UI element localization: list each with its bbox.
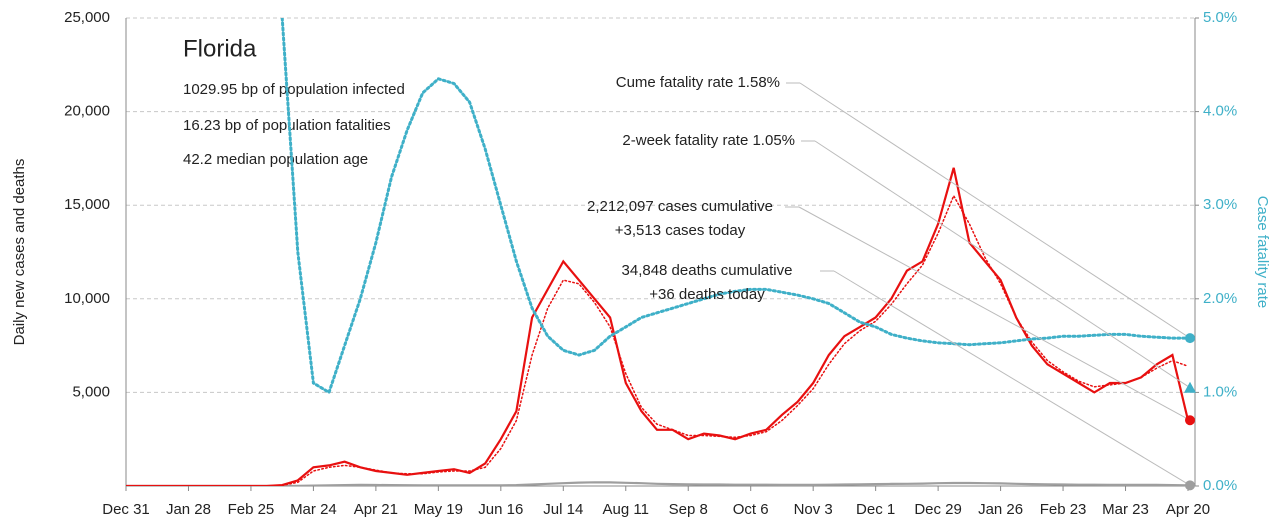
subtitle: 16.23 bp of population fatalities [183,117,391,134]
series-line [126,481,1190,486]
x-tick-label: May 19 [414,501,463,518]
end-marker [1185,333,1195,344]
end-marker [1185,480,1195,491]
y-tick-label: 20,000 [64,103,110,120]
series-line [126,167,1190,486]
y2-axis-label: Case fatality rate [1254,196,1271,309]
chart-title: Florida [183,35,257,62]
y2-tick-label: 0.0% [1203,477,1237,494]
series-line [126,194,1189,486]
y-axis-label: Daily new cases and deaths [11,159,28,346]
annotation: 34,848 deaths cumulative [622,262,793,279]
x-tick-label: Aug 11 [603,501,649,518]
x-tick-label: Mar 23 [1102,501,1149,518]
y-tick-label: 5,000 [72,383,110,400]
series-line [280,18,1190,395]
y2-tick-label: 2.0% [1203,290,1237,307]
x-tick-label: Mar 24 [290,501,337,518]
annotation: 2,212,097 cases cumulative [587,198,773,215]
x-tick-label: Dec 1 [856,501,895,518]
x-tick-label: Dec 29 [914,501,962,518]
annotation: 2-week fatality rate 1.05% [622,132,795,149]
x-tick-label: Nov 3 [794,501,833,518]
x-tick-label: Feb 23 [1040,501,1087,518]
annotation: +3,513 cases today [615,222,746,239]
x-tick-label: Apr 21 [354,501,398,518]
y-tick-label: 15,000 [64,196,110,213]
callout-line [798,206,1191,421]
y2-tick-label: 1.0% [1203,383,1237,400]
annotation: +36 deaths today [649,286,765,303]
x-tick-label: Jun 16 [478,501,523,518]
x-tick-label: Apr 20 [1166,501,1210,518]
y-tick-label: 25,000 [64,9,110,26]
x-tick-label: Sep 8 [669,501,708,518]
x-tick-label: Jul 14 [543,501,583,518]
subtitle: 42.2 median population age [183,151,368,168]
callout-line [833,270,1191,486]
callout-line [814,140,1191,389]
x-tick-label: Jan 28 [166,501,211,518]
subtitle: 1029.95 bp of population infected [183,81,405,98]
end-marker [1184,381,1196,393]
y2-tick-label: 3.0% [1203,196,1237,213]
x-tick-label: Oct 6 [733,501,769,518]
end-marker [1185,415,1195,426]
callout-line [799,82,1191,339]
annotation: Cume fatality rate 1.58% [616,74,780,91]
y2-tick-label: 4.0% [1203,103,1237,120]
x-tick-label: Feb 25 [228,501,275,518]
y-tick-label: 10,000 [64,290,110,307]
x-tick-label: Dec 31 [102,501,150,518]
y2-tick-label: 5.0% [1203,9,1237,26]
x-tick-label: Jan 26 [978,501,1023,518]
